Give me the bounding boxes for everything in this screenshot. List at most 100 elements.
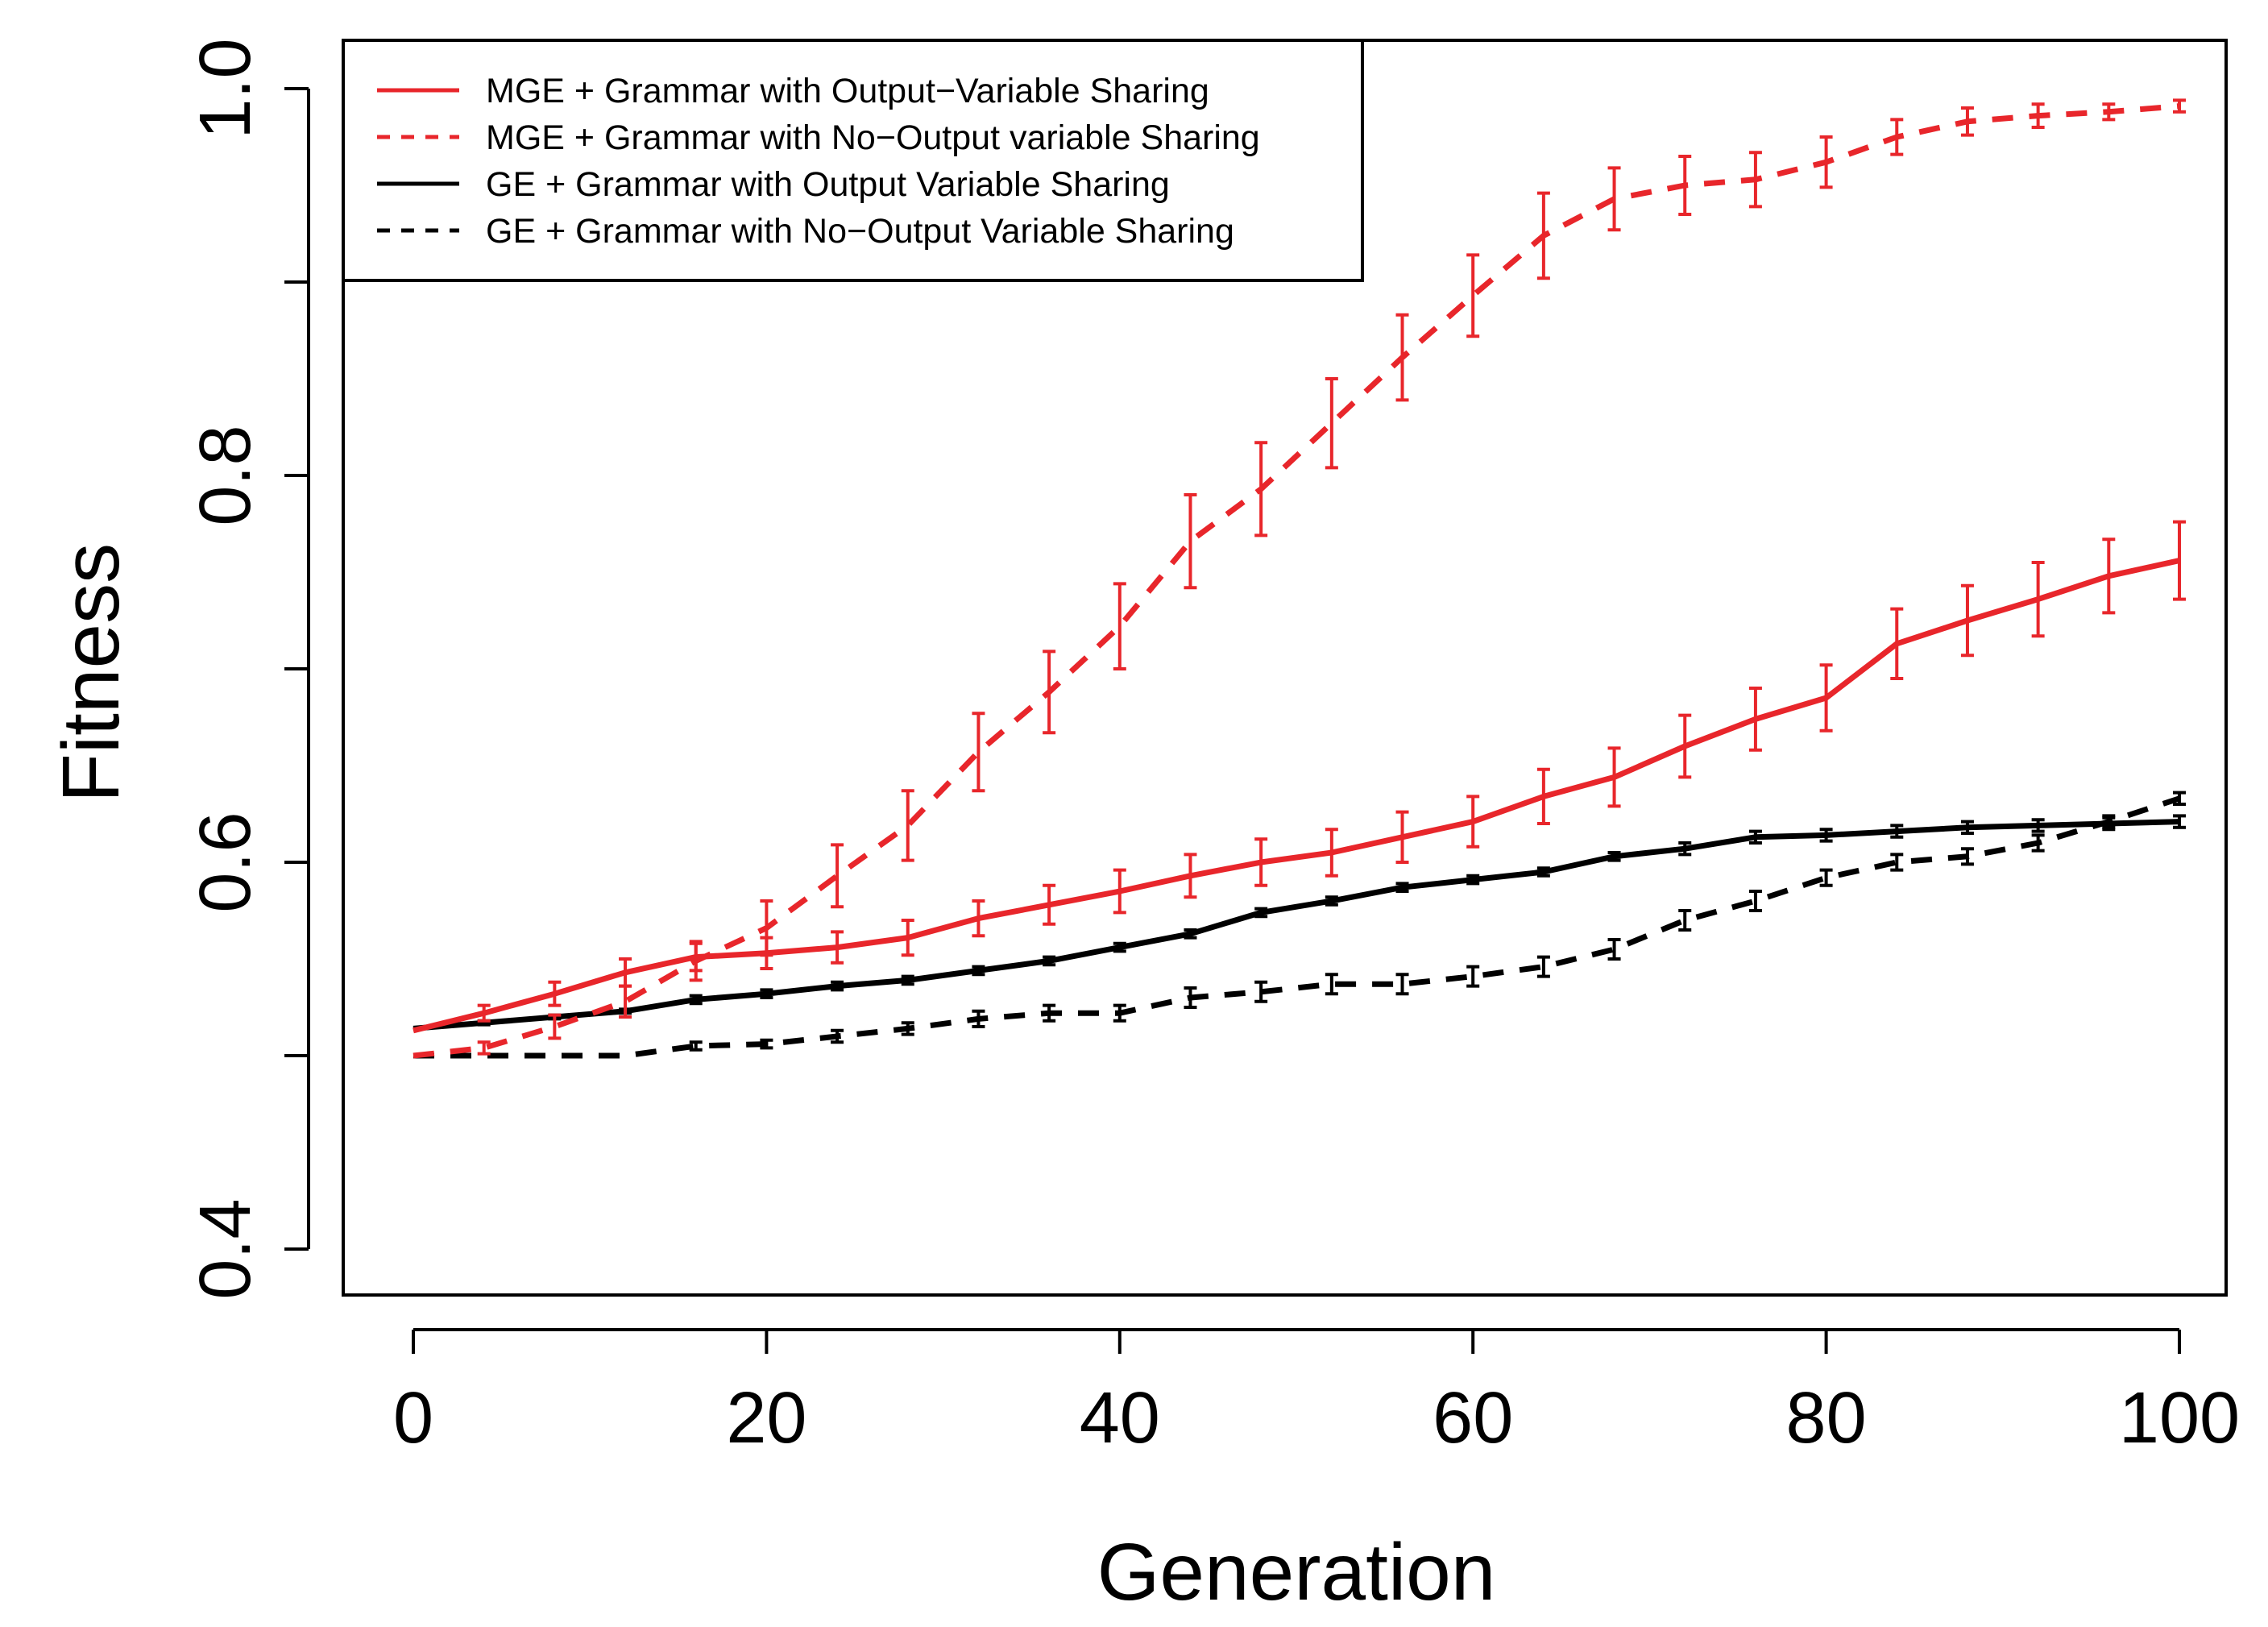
error-bar xyxy=(1043,650,1056,735)
error-bar xyxy=(548,980,562,1007)
error-bar xyxy=(901,919,914,957)
x-axis: 0 20 40 60 80 100 xyxy=(393,1328,2240,1459)
y-axis: 0.4 0.6 0.8 1.0 xyxy=(185,38,310,1300)
error-bar xyxy=(831,843,844,909)
series-layer xyxy=(413,98,2186,1059)
error-bar xyxy=(1960,847,1974,866)
y-tick-label: 0.6 xyxy=(185,811,266,912)
error-bar xyxy=(1536,767,1550,825)
error-bar xyxy=(1607,851,1621,862)
series-0 xyxy=(413,520,2186,1034)
series-3 xyxy=(413,791,2186,1059)
error-bar xyxy=(1395,882,1409,893)
error-bar xyxy=(689,994,703,1006)
x-tick-label: 40 xyxy=(1080,1378,1160,1459)
error-bar xyxy=(1748,829,1762,845)
x-tick-label: 60 xyxy=(1433,1378,1513,1459)
error-bar xyxy=(2173,520,2186,601)
error-bar xyxy=(1819,663,1833,733)
error-bar xyxy=(1184,493,1197,590)
error-bar xyxy=(1536,955,1550,978)
error-bar xyxy=(1395,973,1409,996)
error-bar xyxy=(1536,866,1550,878)
error-bar xyxy=(1184,928,1197,940)
error-bar xyxy=(1043,1003,1056,1023)
error-bar xyxy=(972,899,985,938)
error-bar xyxy=(1254,837,1268,887)
error-bar xyxy=(1325,828,1338,878)
y-axis-title: Fitness xyxy=(46,543,136,803)
error-bar xyxy=(2173,98,2186,114)
y-tick-label: 0.4 xyxy=(185,1198,266,1299)
error-bar xyxy=(1678,841,1692,857)
error-bar xyxy=(831,930,844,965)
error-bar xyxy=(2173,814,2186,829)
x-tick-label: 20 xyxy=(726,1378,806,1459)
error-bar xyxy=(2102,816,2116,832)
error-bar xyxy=(831,1028,844,1044)
error-bar xyxy=(760,936,773,970)
error-bar xyxy=(1113,868,1126,915)
legend-box xyxy=(342,39,1364,282)
error-bar xyxy=(2031,561,2045,638)
error-bar xyxy=(901,789,914,862)
error-bar xyxy=(2031,818,2045,833)
error-bar xyxy=(1254,441,1268,537)
error-bar xyxy=(2102,102,2116,122)
error-bar xyxy=(477,1040,491,1056)
error-bar xyxy=(2173,791,2186,806)
x-axis-title: Generation xyxy=(1097,1527,1496,1617)
error-bar xyxy=(1678,909,1692,932)
error-bar xyxy=(1748,151,1762,209)
error-bar xyxy=(972,712,985,793)
error-bar xyxy=(1960,820,1974,835)
error-bar xyxy=(1748,687,1762,752)
error-bar xyxy=(1184,986,1197,1009)
series-line xyxy=(413,558,2180,1034)
error-bar xyxy=(1043,883,1056,926)
error-bar xyxy=(901,1021,914,1036)
error-bar xyxy=(1607,746,1621,808)
error-bar xyxy=(1325,377,1338,470)
series-line xyxy=(413,819,2180,1031)
error-bar xyxy=(1960,583,1974,658)
x-tick-label: 0 xyxy=(393,1378,433,1459)
error-bar xyxy=(901,974,914,986)
error-bar xyxy=(619,957,632,988)
legend: MGE + Grammar with Output−Variable Shari… xyxy=(342,39,1364,282)
legend-label: MGE + Grammar with Output−Variable Shari… xyxy=(486,72,1209,110)
x-tick-label: 100 xyxy=(2119,1378,2240,1459)
error-bar xyxy=(2031,833,2045,853)
error-bar xyxy=(760,988,773,999)
error-bar xyxy=(1466,874,1480,886)
error-bar xyxy=(972,1009,985,1028)
error-bar xyxy=(1325,895,1338,907)
error-bar xyxy=(1890,824,1904,839)
error-bar xyxy=(1113,582,1126,670)
error-bar xyxy=(1325,973,1338,996)
error-bar xyxy=(1678,155,1692,216)
error-bar xyxy=(1466,253,1480,338)
error-bar xyxy=(760,1038,773,1050)
error-bar xyxy=(1678,713,1692,779)
error-bar xyxy=(1466,965,1480,988)
error-bar xyxy=(548,1013,562,1040)
error-bar xyxy=(1890,853,1904,872)
error-bar xyxy=(1819,135,1833,189)
series-2 xyxy=(413,814,2186,1031)
error-bar xyxy=(2102,537,2116,615)
error-bar xyxy=(1113,941,1126,953)
error-bar xyxy=(1043,955,1056,967)
error-bar xyxy=(689,1040,703,1052)
error-bar xyxy=(2031,102,2045,129)
error-bar xyxy=(1607,166,1621,232)
y-tick-label: 1.0 xyxy=(185,38,266,139)
error-bar xyxy=(1395,810,1409,864)
error-bar xyxy=(1254,907,1268,919)
series-line xyxy=(413,795,2181,1059)
legend-label: GE + Grammar with No−Output Variable Sha… xyxy=(486,212,1234,251)
y-tick-label: 0.8 xyxy=(185,425,266,525)
error-bar xyxy=(1254,980,1268,1003)
error-bar xyxy=(1819,828,1833,843)
